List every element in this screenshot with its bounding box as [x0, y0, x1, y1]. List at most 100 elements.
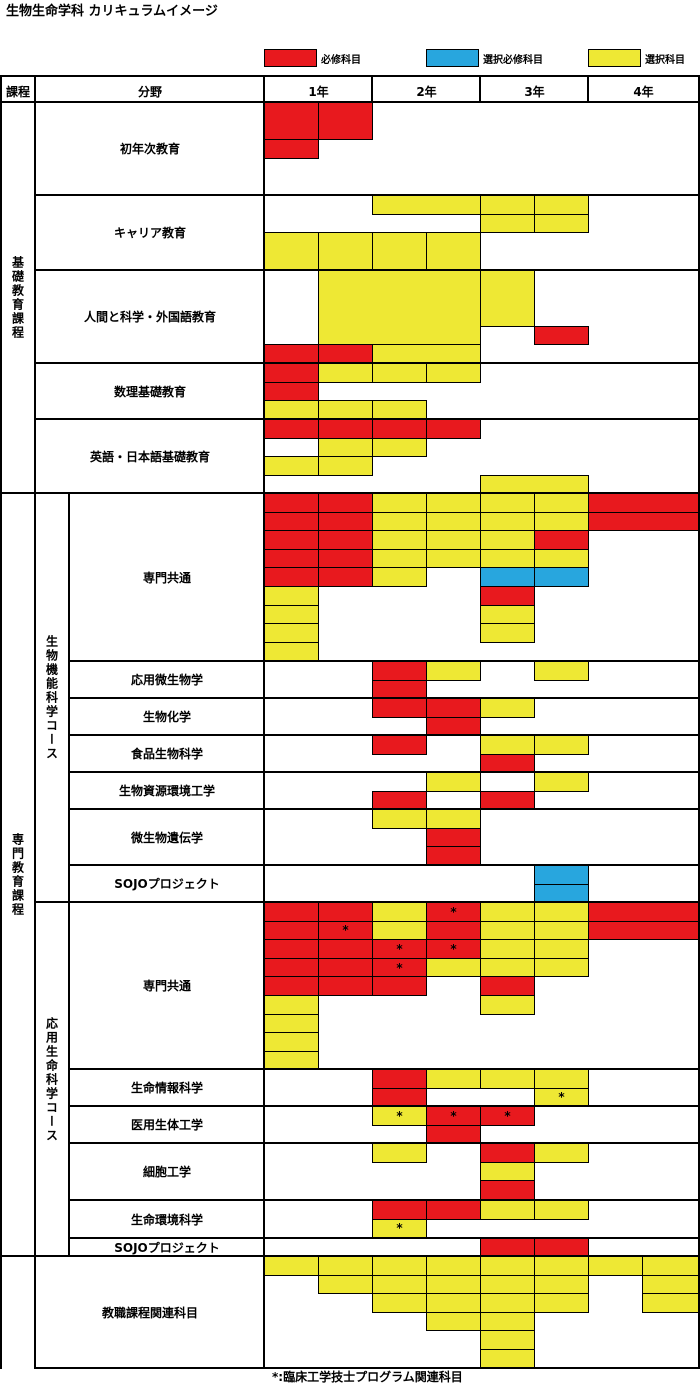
course-block [264, 381, 319, 402]
field-label: 英語・日本語基礎教育 [89, 449, 210, 464]
row-divider [70, 864, 700, 866]
field-label: 専門共通 [142, 979, 191, 993]
course-block [264, 400, 319, 420]
course-column-border [34, 75, 36, 1369]
course-block [318, 530, 373, 550]
program-divider [0, 492, 700, 494]
course-block [534, 1274, 589, 1295]
course-block [588, 511, 699, 532]
course-block [264, 623, 319, 643]
course-block [264, 604, 319, 625]
course-block [534, 493, 589, 513]
course-block [426, 698, 481, 718]
course-block [534, 939, 589, 959]
course-block [426, 548, 481, 569]
course-block [480, 270, 535, 327]
course-block [534, 511, 589, 532]
course-block [426, 1069, 481, 1089]
field-label: 細胞工学 [142, 1165, 191, 1179]
field-label: 専門共通 [142, 570, 191, 585]
course-block [480, 1143, 535, 1163]
clinical-engineering-marker: * [342, 923, 349, 938]
row-divider [36, 269, 700, 271]
course-block: * [480, 1106, 535, 1126]
course-block [426, 827, 481, 848]
legend-swatch-elective-required [426, 49, 479, 67]
course-block [372, 661, 427, 681]
course-block [480, 567, 535, 587]
course-block [534, 735, 589, 755]
course-block [372, 902, 427, 922]
course-block [534, 1200, 589, 1220]
course-block [264, 1013, 319, 1034]
course-block [264, 363, 319, 383]
course-block: * [426, 939, 481, 959]
course-block [480, 1293, 535, 1313]
course-block [318, 437, 373, 458]
course-block [318, 939, 373, 959]
course-block [480, 1161, 535, 1182]
course-block [372, 195, 481, 215]
year-divider [371, 75, 373, 103]
legend-label-elective-required: 選択必修科目 [483, 55, 543, 66]
course-block [372, 735, 427, 755]
course-block [372, 400, 427, 420]
course-block [426, 530, 481, 550]
course-block [426, 1274, 481, 1295]
course-block [426, 846, 481, 866]
course-block [480, 920, 535, 941]
course-block [534, 1143, 589, 1163]
clinical-engineering-marker: * [396, 1108, 403, 1123]
course-block [426, 957, 481, 978]
table-right-border [698, 75, 700, 1369]
course-block [372, 1274, 427, 1295]
course-block [372, 567, 427, 587]
course-block [426, 232, 481, 271]
row-divider [70, 660, 700, 662]
row-divider [70, 1142, 700, 1144]
course-block [480, 1274, 535, 1295]
header-year-3: 3年 [524, 85, 545, 99]
course-block [480, 939, 535, 959]
field-label: 微生物遺伝学 [130, 830, 203, 845]
course-block [588, 920, 699, 941]
course-block [480, 1311, 535, 1332]
course-block [372, 363, 427, 383]
row-divider [36, 362, 700, 364]
clinical-engineering-marker: * [504, 1108, 511, 1123]
course-block [318, 902, 373, 922]
field-column-border [263, 75, 265, 1369]
course-block [264, 232, 319, 271]
course-block: * [318, 920, 373, 941]
course-label-applied-life: 応用生命科学コース [44, 1016, 59, 1143]
clinical-engineering-marker: * [450, 904, 457, 919]
course-block [372, 548, 427, 569]
course-block [426, 772, 481, 792]
course-block [426, 363, 481, 383]
course-block [642, 1256, 699, 1276]
row-divider [70, 1237, 700, 1239]
field-label: キャリア教育 [113, 226, 186, 240]
clinical-engineering-marker: * [558, 1090, 565, 1105]
clinical-engineering-marker: * [450, 941, 457, 956]
course-block [588, 1256, 643, 1276]
course-block [264, 1032, 319, 1052]
course-block [480, 511, 535, 532]
course-block [480, 195, 535, 215]
course-block [372, 530, 427, 550]
field-label: 数理基礎教育 [113, 384, 186, 399]
course-block [426, 1293, 481, 1313]
course-block [318, 548, 373, 569]
course-block [264, 511, 319, 532]
course-block [264, 102, 319, 141]
course-block [264, 456, 319, 476]
page-title: 生物生命学科 カリキュラムイメージ [6, 4, 218, 19]
course-block [642, 1293, 699, 1313]
field-label: 応用微生物学 [130, 673, 203, 687]
course-block [480, 530, 535, 550]
course-block [426, 809, 481, 829]
course-block [426, 661, 481, 681]
course-block [480, 976, 535, 996]
course-divider [36, 901, 70, 903]
course-block [372, 920, 427, 941]
